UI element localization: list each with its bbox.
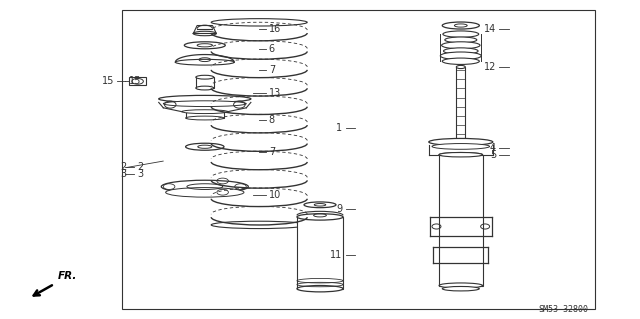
- Ellipse shape: [439, 152, 483, 157]
- Ellipse shape: [439, 283, 483, 288]
- Ellipse shape: [166, 188, 244, 197]
- Ellipse shape: [182, 110, 228, 114]
- Ellipse shape: [444, 48, 478, 54]
- Text: 12: 12: [484, 62, 496, 72]
- Ellipse shape: [297, 214, 343, 220]
- Ellipse shape: [297, 286, 343, 292]
- Ellipse shape: [442, 58, 479, 64]
- Text: 10: 10: [269, 189, 281, 200]
- Text: 1: 1: [336, 122, 342, 133]
- Text: 6: 6: [269, 44, 275, 55]
- Ellipse shape: [456, 65, 465, 69]
- Text: 15: 15: [102, 76, 114, 86]
- Text: 3: 3: [138, 169, 144, 179]
- Text: 15: 15: [129, 76, 141, 86]
- Text: 8: 8: [269, 115, 275, 125]
- Ellipse shape: [196, 86, 214, 90]
- Bar: [297, 217, 343, 289]
- Ellipse shape: [184, 42, 225, 49]
- Ellipse shape: [445, 37, 477, 43]
- Ellipse shape: [432, 144, 490, 149]
- Bar: [122, 10, 595, 309]
- Ellipse shape: [159, 95, 251, 102]
- Bar: [129, 77, 146, 85]
- Text: FR.: FR.: [58, 271, 77, 281]
- Text: SM53-32800: SM53-32800: [539, 305, 589, 314]
- Text: 7: 7: [269, 65, 275, 75]
- Bar: [439, 155, 483, 286]
- Bar: [196, 77, 214, 88]
- Text: 13: 13: [269, 87, 281, 98]
- Text: 7: 7: [269, 146, 275, 157]
- Text: 16: 16: [269, 24, 281, 34]
- Ellipse shape: [304, 202, 336, 208]
- Text: 3: 3: [120, 169, 126, 179]
- Ellipse shape: [440, 52, 481, 60]
- Ellipse shape: [442, 42, 480, 49]
- Text: 11: 11: [330, 250, 342, 260]
- Ellipse shape: [186, 143, 224, 150]
- Polygon shape: [193, 26, 216, 33]
- Text: 14: 14: [484, 24, 496, 34]
- Text: 5: 5: [490, 150, 496, 160]
- Text: 9: 9: [336, 204, 342, 214]
- Ellipse shape: [442, 22, 479, 29]
- Ellipse shape: [429, 138, 493, 145]
- Ellipse shape: [439, 152, 483, 157]
- Bar: [186, 112, 224, 118]
- Polygon shape: [175, 55, 234, 62]
- Text: 2: 2: [138, 162, 144, 173]
- Ellipse shape: [163, 101, 246, 107]
- Ellipse shape: [175, 59, 234, 65]
- Ellipse shape: [442, 286, 479, 291]
- Ellipse shape: [186, 116, 224, 120]
- Ellipse shape: [443, 31, 479, 37]
- Bar: [456, 67, 465, 140]
- Ellipse shape: [196, 75, 214, 79]
- Text: 2: 2: [120, 162, 126, 173]
- Ellipse shape: [161, 180, 248, 193]
- Text: 4: 4: [490, 143, 496, 153]
